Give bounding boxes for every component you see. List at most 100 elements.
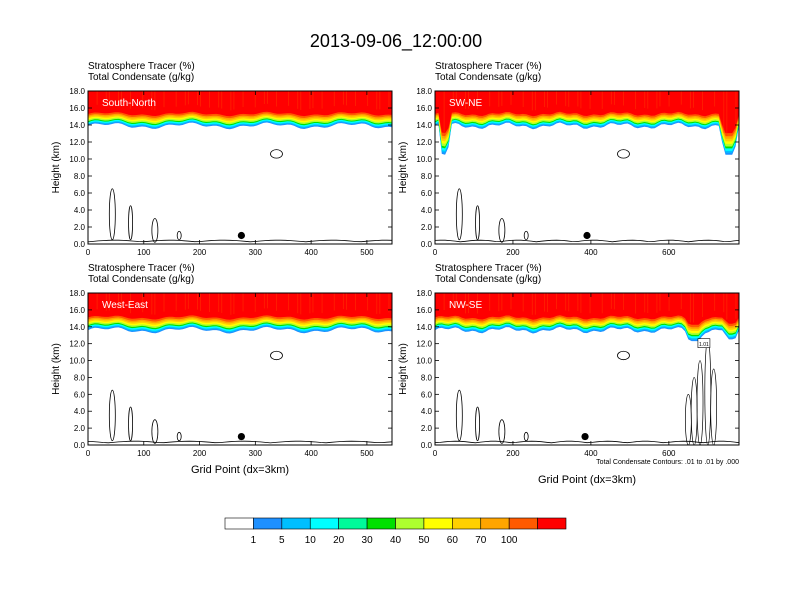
y-tick-label: 6.0 <box>421 390 433 399</box>
condensate-contour <box>270 149 283 159</box>
y-axis-label: Height (km) <box>398 142 409 194</box>
x-tick-label: 0 <box>86 248 91 257</box>
colorbar-swatch <box>253 517 283 530</box>
x-tick-label: 100 <box>137 449 151 458</box>
y-tick-label: 14.0 <box>416 323 432 332</box>
tracer-field <box>435 91 739 243</box>
colorbar-swatch <box>508 517 538 530</box>
tracer-field <box>88 293 392 444</box>
x-tick-label: 500 <box>360 449 374 458</box>
y-tick-label: 16.0 <box>69 306 85 315</box>
panel-sw-ne: 0.0 2.0 4.0 6.0 8.0 10.0 12.0 14.0 16.0 18.0 0 200 4… <box>398 61 740 257</box>
colorbar-label: 100 <box>501 535 518 546</box>
colorbar-label: 10 <box>305 535 317 546</box>
y-tick-label: 10.0 <box>416 357 432 366</box>
colorbar-swatch <box>537 517 567 530</box>
panel-subtitle-condensate: Total Condensate (g/kg) <box>435 72 541 83</box>
colorbar-label: 30 <box>362 535 374 546</box>
terrain-line <box>435 440 739 444</box>
x-tick-label: 200 <box>506 248 520 257</box>
x-tick-label: 0 <box>433 449 438 458</box>
condensate-contour <box>151 419 159 444</box>
y-tick-label: 12.0 <box>69 138 85 147</box>
y-tick-label: 8.0 <box>421 172 433 181</box>
colorbar-swatch <box>281 517 311 530</box>
colorbar-label: 50 <box>418 535 430 546</box>
panel-west-east: 0.0 2.0 4.0 6.0 8.0 10.0 12.0 14.0 16.0 18.0 0 100 2… <box>51 263 393 476</box>
colorbar-swatch <box>395 517 425 530</box>
contour-label: 1.01 <box>699 342 709 348</box>
condensate-contour <box>176 230 182 241</box>
y-tick-label: 12.0 <box>416 138 432 147</box>
condensate-contour <box>108 188 116 241</box>
panel-subtitle-condensate: Total Condensate (g/kg) <box>435 274 541 285</box>
location-marker <box>583 231 591 240</box>
plot-frame <box>87 292 393 446</box>
x-tick-label: 600 <box>662 449 676 458</box>
condensate-contour <box>108 389 116 442</box>
y-tick-label: 8.0 <box>74 172 86 181</box>
y-tick-label: 18.0 <box>69 289 85 298</box>
colorbar-swatch <box>480 517 510 530</box>
location-marker <box>237 432 245 441</box>
y-tick-label: 14.0 <box>416 121 432 130</box>
y-tick-label: 2.0 <box>421 223 433 232</box>
colorbar-label: 20 <box>333 535 345 546</box>
y-tick-label: 14.0 <box>69 323 85 332</box>
x-tick-label: 200 <box>506 449 520 458</box>
y-tick-label: 0.0 <box>74 240 86 249</box>
y-tick-label: 14.0 <box>69 121 85 130</box>
plot-frame <box>434 90 740 245</box>
x-tick-label: 400 <box>584 248 598 257</box>
x-tick-label: 400 <box>304 248 318 257</box>
tracer-field <box>435 293 739 445</box>
y-tick-label: 8.0 <box>74 373 86 382</box>
y-tick-label: 16.0 <box>416 306 432 315</box>
condensate-contour <box>270 350 283 361</box>
convective-contour <box>710 368 718 445</box>
panel-label: NW-SE <box>449 300 482 311</box>
colorbar-label: 60 <box>447 535 459 546</box>
colorbar-swatch <box>423 517 453 530</box>
panel-subtitle-condensate: Total Condensate (g/kg) <box>88 274 194 285</box>
y-axis-label: Height (km) <box>51 142 62 194</box>
figure-title: 2013-09-06_12:00:00 <box>309 31 483 51</box>
colorbar-swatch <box>309 517 339 530</box>
y-tick-label: 18.0 <box>69 87 85 96</box>
panel-subtitle-tracer: Stratosphere Tracer (%) <box>435 61 542 72</box>
terrain-line <box>88 440 392 444</box>
x-tick-label: 600 <box>662 248 676 257</box>
condensate-contour <box>498 419 506 444</box>
y-tick-label: 12.0 <box>416 340 432 349</box>
x-tick-label: 100 <box>137 248 151 257</box>
colorbar-swatch <box>224 517 254 530</box>
condensate-contour <box>523 230 529 241</box>
panels: 0.0 2.0 4.0 6.0 8.0 10.0 12.0 14.0 16.0 18.0 0 100 2… <box>51 61 740 486</box>
y-tick-label: 10.0 <box>69 155 85 164</box>
colorbar-swatch <box>452 517 482 530</box>
y-tick-label: 8.0 <box>421 373 433 382</box>
x-tick-label: 0 <box>86 449 91 458</box>
colorbar-swatch <box>338 517 368 530</box>
x-tick-label: 200 <box>193 248 207 257</box>
y-tick-label: 4.0 <box>74 407 86 416</box>
panel-south-north: 0.0 2.0 4.0 6.0 8.0 10.0 12.0 14.0 16.0 18.0 0 100 2… <box>51 61 393 257</box>
colorbar-label: 1 <box>251 535 257 546</box>
contour-label-box <box>697 338 711 348</box>
condensate-contour <box>475 406 480 442</box>
colorbar-label: 5 <box>279 535 285 546</box>
y-tick-label: 6.0 <box>74 390 86 399</box>
contour-footnote: Total Condensate Contours: .01 to .01 by… <box>596 459 739 466</box>
y-tick-label: 2.0 <box>74 223 86 232</box>
x-axis-label: Grid Point (dx=3km) <box>191 464 289 476</box>
y-tick-label: 4.0 <box>421 206 433 215</box>
colorbar: 1 5 10 20 30 40 50 60 70 100 <box>224 517 567 546</box>
condensate-contour <box>151 218 159 243</box>
y-tick-label: 4.0 <box>74 206 86 215</box>
x-tick-label: 0 <box>433 248 438 257</box>
x-tick-label: 500 <box>360 248 374 257</box>
colorbar-swatch <box>366 517 396 530</box>
panel-subtitle-tracer: Stratosphere Tracer (%) <box>88 61 195 72</box>
location-marker <box>237 231 245 240</box>
x-tick-label: 400 <box>304 449 318 458</box>
